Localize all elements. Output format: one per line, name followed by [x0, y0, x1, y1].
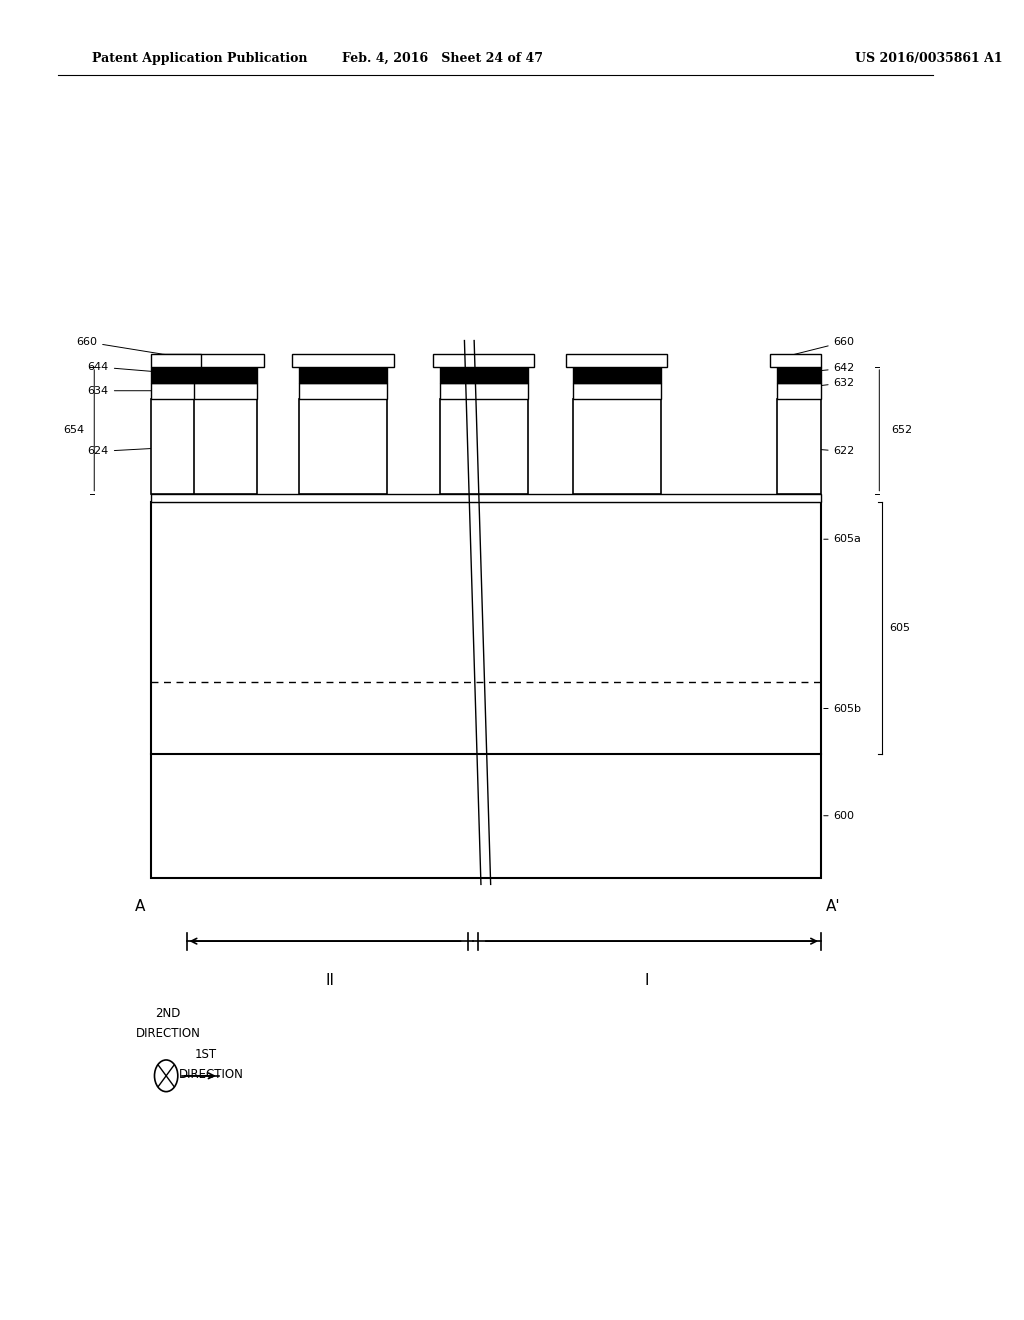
Bar	[151, 399, 195, 494]
Bar	[293, 354, 393, 367]
Bar	[433, 354, 535, 367]
Bar	[151, 494, 821, 502]
Text: DIRECTION: DIRECTION	[178, 1068, 244, 1081]
Bar	[299, 367, 387, 383]
Text: 605b: 605b	[823, 704, 861, 714]
Bar	[777, 383, 821, 399]
Text: 600: 600	[823, 810, 855, 821]
Text: 605: 605	[889, 623, 910, 632]
Bar	[151, 367, 195, 383]
Bar	[440, 367, 527, 383]
Bar	[573, 383, 660, 399]
Text: 2ND: 2ND	[156, 1007, 181, 1020]
Bar	[566, 354, 668, 367]
Bar	[777, 367, 821, 383]
Text: II: II	[326, 973, 335, 989]
Bar	[170, 367, 257, 383]
Bar	[777, 399, 821, 494]
Text: 654: 654	[63, 425, 85, 436]
Bar	[573, 399, 660, 494]
Text: FIG. 40: FIG. 40	[444, 359, 527, 380]
Bar	[151, 383, 195, 399]
Text: A: A	[135, 899, 145, 915]
Bar	[170, 383, 257, 399]
Text: 622: 622	[780, 446, 855, 457]
Text: 660: 660	[773, 337, 855, 359]
Text: 632: 632	[780, 378, 855, 391]
Text: 660: 660	[76, 337, 199, 360]
Bar	[151, 354, 201, 367]
Text: 652: 652	[891, 425, 912, 436]
Bar	[770, 354, 821, 367]
Text: 624: 624	[88, 446, 191, 457]
Bar	[440, 399, 527, 494]
Text: 634: 634	[88, 385, 191, 396]
Bar	[151, 502, 821, 878]
Text: A': A'	[826, 899, 841, 915]
Bar	[170, 399, 257, 494]
Text: 1ST: 1ST	[195, 1048, 217, 1061]
Bar	[163, 354, 264, 367]
Bar	[440, 383, 527, 399]
Text: 605a: 605a	[823, 535, 861, 544]
Text: 644: 644	[88, 362, 191, 375]
Text: I: I	[645, 973, 649, 989]
Bar	[573, 367, 660, 383]
Text: Feb. 4, 2016   Sheet 24 of 47: Feb. 4, 2016 Sheet 24 of 47	[342, 51, 543, 65]
Text: Patent Application Publication: Patent Application Publication	[92, 51, 308, 65]
Text: 642: 642	[780, 363, 855, 375]
Text: DIRECTION: DIRECTION	[135, 1027, 201, 1040]
Bar	[299, 399, 387, 494]
Bar	[299, 383, 387, 399]
Text: US 2016/0035861 A1: US 2016/0035861 A1	[855, 51, 1002, 65]
